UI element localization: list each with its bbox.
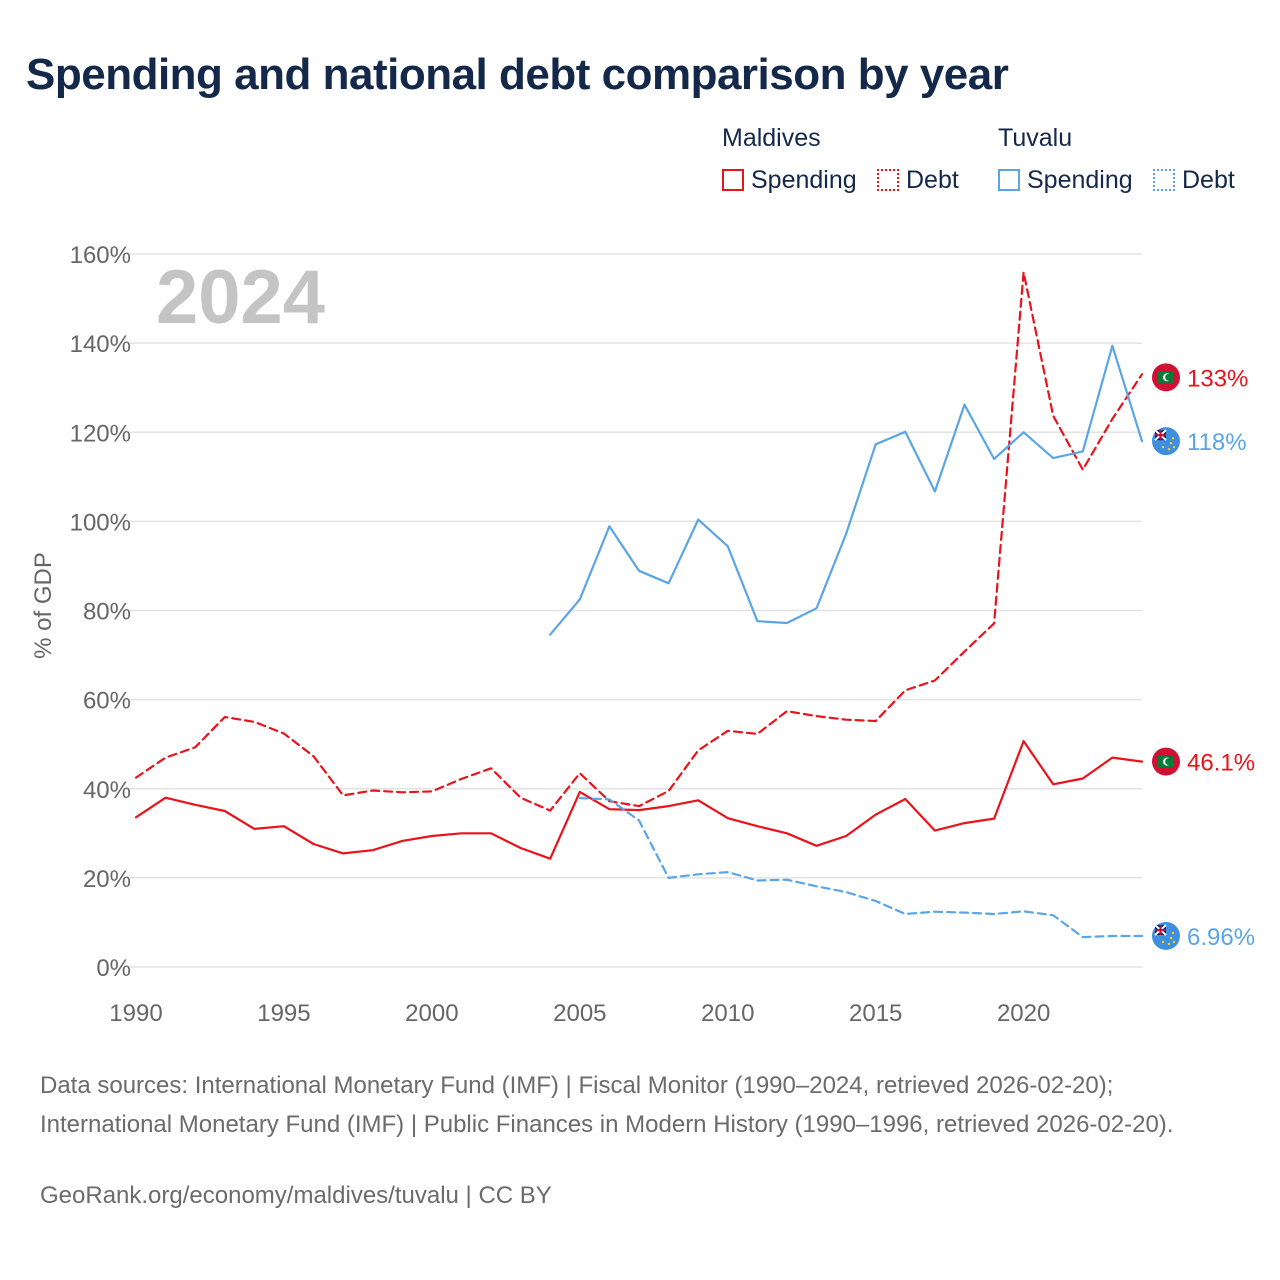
y-tick-label: 40%	[83, 777, 131, 804]
y-tick-label: 120%	[70, 420, 131, 447]
end-marker-tuvalu-spending	[1152, 427, 1180, 456]
end-value-label: 46.1%	[1187, 750, 1255, 777]
legend-item-maldives-spending[interactable]: Spending	[722, 164, 857, 196]
end-marker-maldives-spending	[1152, 747, 1180, 776]
end-marker-tuvalu-debt	[1152, 921, 1180, 950]
x-tick-label: 1990	[109, 1000, 162, 1027]
legend-swatch-solid-icon	[998, 169, 1020, 191]
legend-swatch-dotted-icon	[1153, 169, 1175, 191]
grid-layer	[130, 253, 1142, 968]
series-line-maldives-spending[interactable]	[134, 739, 1144, 860]
line-chart: 2024 0% 20% 40% 60% 80% 100% 120% 140% 160% 1990…	[30, 242, 1255, 1027]
legend-country-maldives: Maldives	[722, 124, 821, 152]
end-value-label: 6.96%	[1187, 924, 1255, 951]
series-line-tuvalu-spending[interactable]	[549, 344, 1144, 636]
x-axis-ticks: 1990 1995 2000 2005 2010 2015 2020	[109, 1000, 1050, 1027]
data-source-note: Data sources: International Monetary Fun…	[40, 1072, 1174, 1138]
y-tick-label: 100%	[70, 509, 131, 536]
legend-item-tuvalu-debt[interactable]: Debt	[1153, 164, 1235, 196]
x-tick-label: 2020	[997, 1000, 1050, 1027]
y-axis-label: % of GDP	[30, 552, 57, 659]
y-tick-label: 0%	[96, 955, 131, 982]
legend-country-tuvalu: Tuvalu	[998, 124, 1073, 152]
legend-label: Debt	[906, 165, 959, 194]
legend-swatch-dotted-icon	[877, 169, 899, 191]
y-tick-label: 160%	[70, 242, 131, 269]
legend-item-maldives-debt[interactable]: Debt	[877, 164, 959, 196]
end-marker-maldives-debt	[1152, 363, 1180, 392]
series-line-tuvalu-debt[interactable]	[578, 796, 1144, 939]
legend-swatch-solid-icon	[722, 169, 744, 191]
y-axis-ticks: 0% 20% 40% 60% 80% 100% 120% 140% 160%	[70, 242, 131, 982]
credit-link[interactable]: GeoRank.org/economy/maldives/tuvalu | CC…	[40, 1182, 552, 1209]
end-value-label: 118%	[1187, 429, 1247, 456]
chart-title: Spending and national debt comparison by…	[26, 50, 1009, 99]
x-tick-label: 1995	[257, 1000, 310, 1027]
legend-label: Spending	[751, 165, 857, 194]
y-tick-label: 80%	[83, 599, 131, 626]
y-tick-label: 60%	[83, 688, 131, 715]
x-tick-label: 2015	[849, 1000, 902, 1027]
legend-label: Debt	[1182, 165, 1235, 194]
year-watermark: 2024	[156, 255, 325, 340]
y-tick-label: 20%	[83, 866, 131, 893]
legend-label: Spending	[1027, 165, 1133, 194]
x-tick-label: 2000	[405, 1000, 458, 1027]
x-tick-label: 2005	[553, 1000, 606, 1027]
y-tick-label: 140%	[70, 331, 131, 358]
series-layer	[134, 271, 1144, 939]
series-line-maldives-debt[interactable]	[134, 271, 1144, 812]
end-value-label: 133%	[1187, 365, 1248, 392]
end-markers: 46.1% 133% 118% 6.96%	[1152, 363, 1255, 951]
legend-item-tuvalu-spending[interactable]: Spending	[998, 164, 1133, 196]
x-tick-label: 2010	[701, 1000, 754, 1027]
